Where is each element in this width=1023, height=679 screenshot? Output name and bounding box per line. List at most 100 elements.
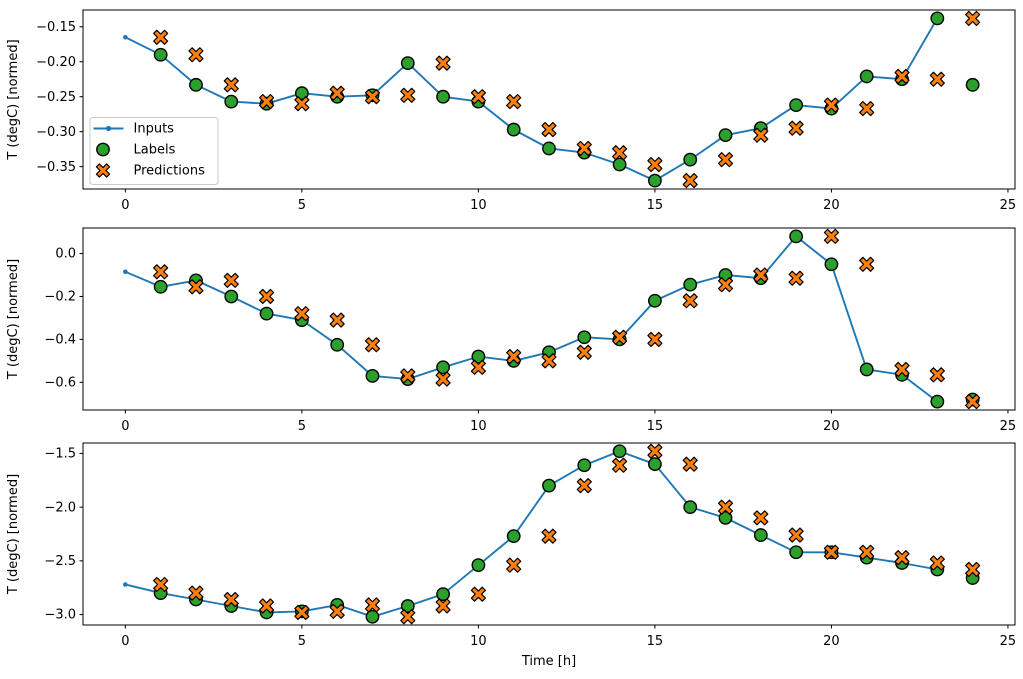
x-icon bbox=[95, 163, 111, 178]
label-circle-marker bbox=[577, 330, 592, 345]
prediction-x-marker bbox=[470, 89, 486, 105]
inputs-dot-marker bbox=[123, 269, 128, 275]
y-tick-label: −2.5 bbox=[44, 554, 76, 569]
label-circle-marker bbox=[648, 293, 662, 308]
label-circle-marker bbox=[189, 77, 203, 92]
prediction-x-marker bbox=[823, 544, 840, 560]
prediction-x-marker bbox=[859, 256, 875, 272]
subplot-1: 0 5 10 15 20 25 −0.15 −0.20 −0.25 −0.30 −0.35 T (de… bbox=[6, 9, 1017, 213]
label-circle-marker bbox=[506, 122, 521, 137]
legend-item-inputs: Inputs bbox=[93, 122, 175, 137]
label-circle-marker bbox=[259, 306, 274, 321]
prediction-x-marker bbox=[753, 510, 769, 526]
legend-item-label: Inputs bbox=[134, 122, 175, 137]
labels-markers bbox=[153, 229, 980, 409]
prediction-x-marker bbox=[294, 306, 310, 322]
prediction-x-marker bbox=[788, 527, 804, 543]
y-tick-label: −0.4 bbox=[44, 333, 76, 348]
label-circle-marker bbox=[365, 609, 380, 624]
prediction-x-marker bbox=[188, 47, 204, 63]
prediction-x-marker bbox=[400, 87, 416, 103]
prediction-x-marker bbox=[647, 443, 663, 459]
prediction-x-marker bbox=[541, 121, 557, 138]
x-tick-label: 5 bbox=[298, 634, 306, 649]
label-circle-marker bbox=[789, 545, 804, 560]
prediction-x-marker bbox=[329, 85, 345, 101]
prediction-x-marker bbox=[153, 29, 169, 45]
x-tick-label: 15 bbox=[647, 419, 664, 434]
x-tick-label: 10 bbox=[470, 198, 487, 213]
y-tick-label: −1.5 bbox=[44, 447, 76, 462]
prediction-x-marker bbox=[929, 555, 945, 571]
prediction-x-marker bbox=[541, 353, 557, 369]
prediction-x-marker bbox=[682, 293, 698, 309]
y-axis-label: T (degC) [normed] bbox=[6, 474, 21, 595]
inputs-path bbox=[124, 17, 939, 182]
label-circle-marker bbox=[330, 337, 345, 352]
prediction-x-marker bbox=[823, 228, 840, 244]
x-tick-label: 15 bbox=[647, 198, 664, 213]
prediction-x-marker bbox=[329, 603, 345, 619]
prediction-x-marker bbox=[788, 270, 804, 286]
prediction-x-marker bbox=[717, 152, 734, 168]
prediction-x-marker bbox=[859, 100, 875, 117]
predictions-markers bbox=[153, 228, 981, 410]
prediction-x-marker bbox=[682, 173, 698, 189]
x-tick-label: 5 bbox=[298, 198, 306, 213]
label-circle-marker bbox=[930, 11, 945, 26]
x-tick-label: 20 bbox=[823, 198, 840, 213]
prediction-x-marker bbox=[929, 71, 945, 87]
label-circle-marker bbox=[153, 279, 168, 294]
prediction-x-marker bbox=[894, 550, 910, 566]
prediction-x-marker bbox=[576, 140, 592, 157]
prediction-x-marker bbox=[965, 561, 981, 578]
x-tick-label: 25 bbox=[1000, 198, 1017, 213]
prediction-x-marker bbox=[859, 544, 875, 560]
label-circle-marker bbox=[718, 510, 733, 525]
prediction-x-marker bbox=[188, 279, 204, 295]
prediction-x-marker bbox=[223, 77, 239, 93]
y-tick-label: −2.0 bbox=[44, 500, 76, 515]
prediction-x-marker bbox=[894, 68, 910, 85]
prediction-x-marker bbox=[753, 127, 769, 143]
prediction-x-marker bbox=[223, 591, 239, 608]
label-circle-marker bbox=[789, 98, 804, 112]
prediction-x-marker bbox=[965, 10, 981, 26]
inputs-dot-marker bbox=[123, 582, 128, 587]
y-tick-label: −0.2 bbox=[44, 290, 76, 305]
label-circle-marker bbox=[683, 152, 698, 167]
prediction-x-marker bbox=[823, 97, 840, 113]
circle-icon bbox=[96, 142, 110, 157]
x-tick-label: 5 bbox=[298, 419, 306, 434]
y-tick-label: −0.35 bbox=[36, 160, 76, 175]
y-axis-label: T (degC) [normed] bbox=[6, 39, 21, 160]
label-circle-marker bbox=[436, 587, 450, 602]
inputs-path bbox=[125, 450, 938, 618]
prediction-x-marker bbox=[506, 348, 522, 365]
prediction-x-marker bbox=[470, 586, 486, 602]
legend-item-labels: Labels bbox=[96, 142, 176, 158]
y-tick-label: −0.20 bbox=[36, 55, 76, 70]
y-tick-label: −0.15 bbox=[36, 20, 76, 35]
legend-item-predictions: Predictions bbox=[95, 163, 205, 179]
label-circle-marker bbox=[577, 458, 592, 473]
inputs-dot-marker bbox=[123, 34, 128, 40]
label-circle-marker bbox=[648, 457, 662, 472]
label-circle-marker bbox=[224, 289, 239, 304]
label-circle-marker bbox=[753, 528, 768, 542]
inputs-line bbox=[123, 234, 940, 404]
inputs-line bbox=[123, 16, 940, 183]
prediction-x-marker bbox=[894, 361, 910, 378]
prediction-x-marker bbox=[364, 337, 381, 353]
label-circle-marker bbox=[683, 277, 698, 292]
label-circle-marker bbox=[294, 86, 309, 101]
y-tick-label: 0.0 bbox=[55, 247, 76, 262]
inputs-line bbox=[123, 448, 940, 620]
prediction-x-marker bbox=[258, 288, 275, 305]
x-tick-label: 0 bbox=[121, 198, 129, 213]
prediction-x-marker bbox=[364, 597, 381, 613]
label-circle-marker bbox=[789, 229, 804, 244]
label-circle-marker bbox=[859, 362, 874, 377]
label-circle-marker bbox=[824, 257, 839, 272]
